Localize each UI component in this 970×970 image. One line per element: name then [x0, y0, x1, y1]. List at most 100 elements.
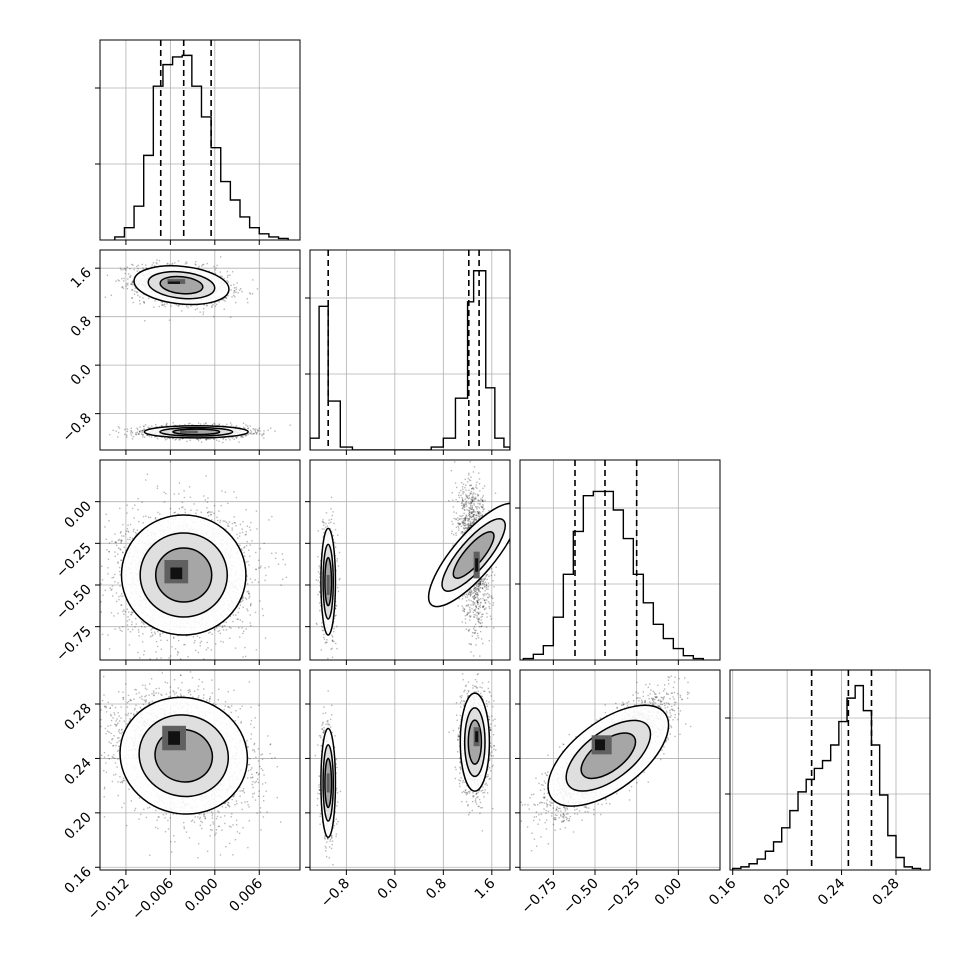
sample-point	[215, 267, 217, 269]
sample-point	[254, 428, 257, 430]
sample-point	[247, 427, 249, 429]
sample-point	[233, 283, 235, 286]
sample-point	[196, 635, 199, 637]
sample-point	[132, 611, 134, 613]
sample-point	[205, 475, 207, 477]
sample-point	[149, 635, 152, 638]
sample-point	[263, 432, 265, 435]
sample-point	[235, 301, 237, 304]
sample-point	[242, 520, 244, 523]
sample-point	[71, 619, 72, 620]
sample-point	[155, 262, 158, 264]
sample-point	[274, 430, 276, 432]
sample-point	[92, 581, 93, 582]
grid	[100, 40, 300, 240]
sample-point	[247, 592, 250, 594]
sample-point	[220, 275, 222, 277]
sample-point	[249, 544, 251, 546]
sample-point	[224, 491, 227, 493]
sample-point	[244, 555, 246, 557]
sample-point	[122, 626, 124, 628]
sample-point	[121, 540, 123, 542]
sample-point	[126, 504, 128, 506]
sample-point	[139, 303, 141, 305]
sample-point	[119, 267, 122, 269]
sample-point	[92, 564, 93, 565]
sample-point	[86, 574, 87, 575]
sample-point	[129, 267, 131, 270]
sample-point	[124, 610, 127, 613]
sample-point	[144, 626, 146, 628]
sample-point	[238, 427, 241, 429]
sample-point	[211, 511, 213, 513]
sample-point	[233, 438, 235, 440]
sample-point	[232, 436, 234, 438]
panel-frame	[99, 249, 301, 451]
sample-point	[229, 316, 232, 318]
sample-point	[254, 430, 257, 432]
sample-point	[142, 515, 145, 518]
sample-point	[131, 289, 133, 291]
sample-point	[245, 508, 247, 511]
sample-point	[246, 525, 248, 527]
sample-point	[277, 563, 280, 565]
sample-point	[218, 423, 221, 425]
sample-point	[223, 621, 225, 623]
sample-point	[134, 626, 136, 628]
sample-point	[123, 433, 126, 435]
sample-point	[247, 427, 249, 430]
sample-point	[235, 496, 238, 499]
sample-point	[227, 523, 229, 525]
sample-point	[136, 291, 138, 293]
sample-point	[172, 422, 174, 424]
sample-point	[176, 651, 179, 653]
sample-point	[127, 530, 129, 532]
sample-point	[124, 428, 126, 431]
sample-point	[104, 589, 106, 591]
sample-point	[234, 290, 236, 292]
sample-point	[175, 304, 178, 306]
sample-point	[198, 265, 200, 268]
sample-point	[166, 263, 168, 265]
sample-point	[141, 429, 143, 432]
sample-point	[206, 304, 208, 306]
sample-point	[264, 567, 266, 569]
sample-point	[213, 504, 216, 507]
sample-point	[119, 532, 122, 534]
sample-point	[134, 290, 136, 293]
sample-point	[218, 424, 220, 426]
sample-point	[153, 265, 156, 267]
sample-point	[214, 272, 217, 275]
sample-point	[151, 635, 153, 637]
sample-point	[187, 306, 189, 309]
sample-point	[154, 300, 156, 302]
sample-point	[171, 263, 173, 266]
sample-point	[231, 437, 233, 439]
sample-point	[178, 493, 180, 495]
sample-point	[230, 289, 232, 291]
sample-point	[247, 301, 249, 304]
sample-point	[115, 600, 118, 603]
sample-point	[128, 276, 131, 278]
sample-point	[217, 630, 219, 633]
sample-point	[166, 422, 168, 425]
sample-point	[257, 429, 260, 431]
sample-point	[177, 305, 180, 307]
sample-point	[249, 555, 251, 557]
sample-point	[156, 259, 158, 261]
sample-point	[126, 430, 129, 433]
sample-point	[143, 302, 146, 304]
sample-point	[229, 422, 232, 424]
sample-point	[186, 440, 188, 443]
sample-point	[227, 295, 229, 297]
sample-point	[234, 295, 236, 298]
sample-point	[118, 280, 120, 282]
sample-point	[205, 648, 208, 651]
sample-point	[139, 426, 141, 428]
sample-point	[123, 546, 125, 548]
sample-point	[129, 538, 131, 541]
sample-point	[238, 607, 240, 609]
sample-point	[168, 319, 171, 321]
sample-point	[213, 438, 215, 440]
sample-point	[195, 261, 197, 263]
